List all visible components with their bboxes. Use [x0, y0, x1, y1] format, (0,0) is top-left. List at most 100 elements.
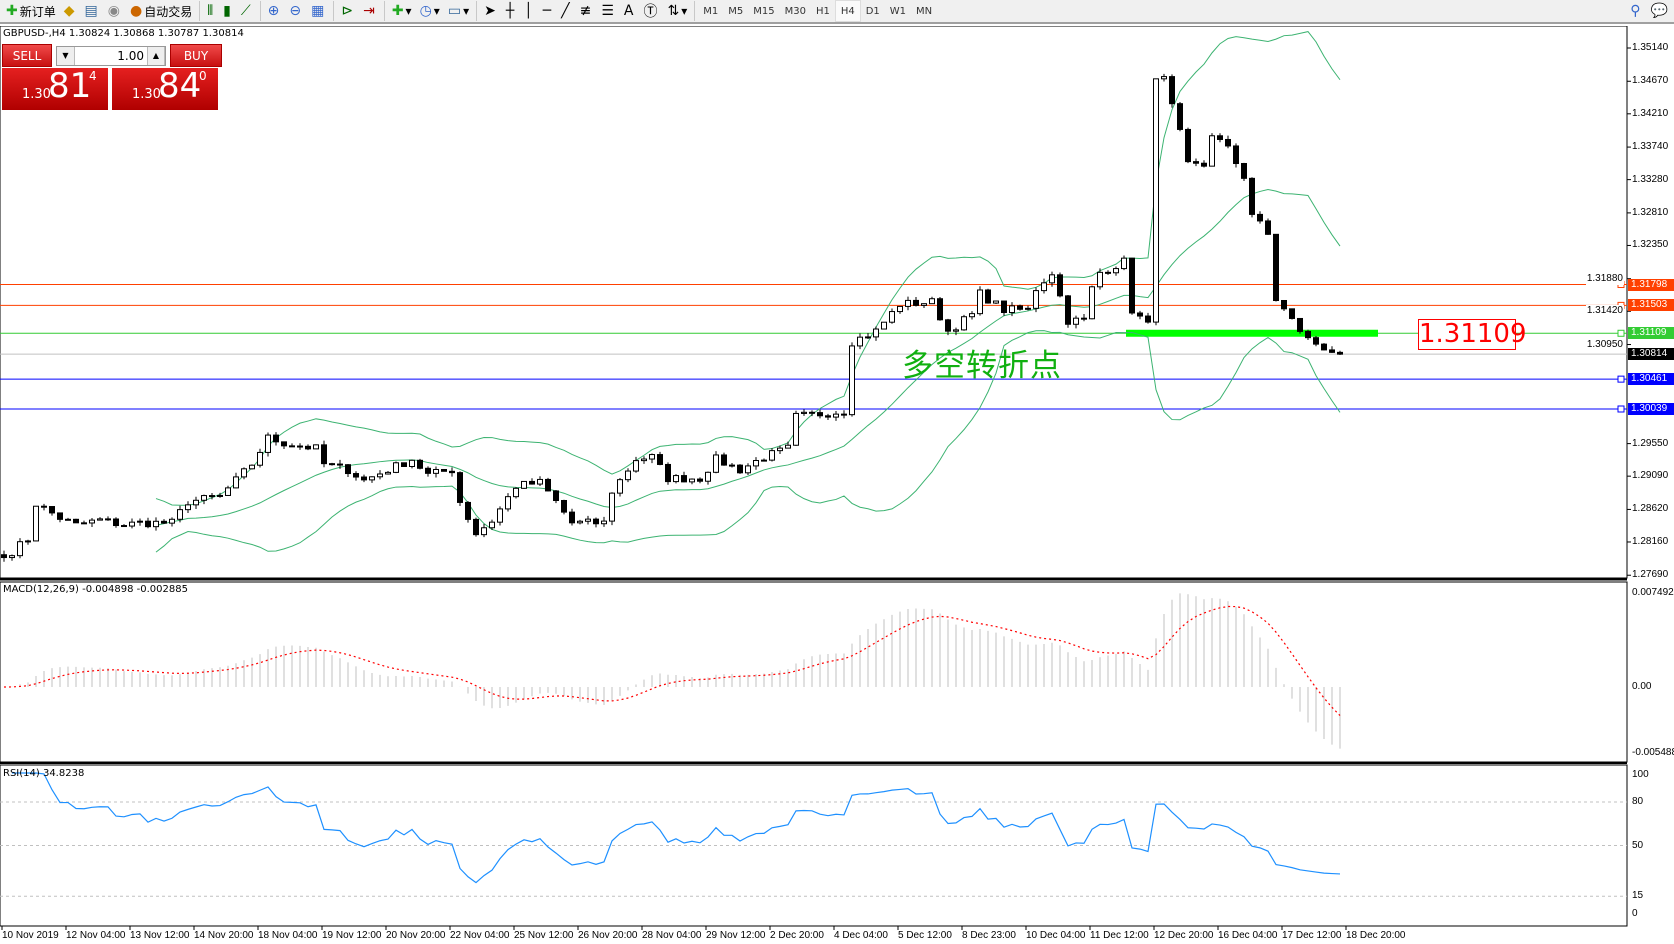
- sell-price[interactable]: 1.30 81 4: [2, 66, 108, 110]
- line-chart-button[interactable]: ⟋: [237, 0, 257, 22]
- new-order-button[interactable]: ✚ 新订单: [2, 0, 60, 22]
- search-button[interactable]: ⚲: [1626, 0, 1646, 22]
- price-axis-label: 1.34670: [1632, 75, 1669, 87]
- bull-candle: [905, 299, 911, 307]
- buy-button[interactable]: BUY: [170, 44, 222, 67]
- price-axis-label: 1.31880: [1585, 272, 1624, 285]
- bull-candle: [537, 478, 543, 485]
- chat-icon: 💬: [1650, 3, 1668, 19]
- timeframe-d1[interactable]: D1: [865, 5, 880, 17]
- fibo-fan-button[interactable]: ☰: [597, 0, 620, 22]
- timeframe-m15[interactable]: M15: [753, 5, 775, 17]
- separator: [383, 1, 385, 21]
- bull-candle: [857, 336, 863, 347]
- time-axis-label: 10 Nov 2019: [2, 930, 59, 941]
- bear-candle: [1337, 351, 1343, 355]
- timeframe-m5[interactable]: M5: [728, 5, 744, 17]
- text-label-icon: Ⓣ: [643, 4, 658, 20]
- crosshair-button[interactable]: ┼: [502, 0, 520, 22]
- bar-chart-button[interactable]: ⫴: [203, 0, 219, 22]
- bear-candle: [1065, 295, 1071, 325]
- bull-candle: [769, 450, 775, 461]
- bear-candle: [1, 554, 7, 559]
- bull-candle: [1113, 268, 1119, 274]
- rsi-axis-label: 0: [1632, 908, 1638, 919]
- fibonacci-button[interactable]: ≢: [576, 0, 598, 22]
- chart-window[interactable]: [0, 26, 1674, 944]
- tile-windows-button[interactable]: ▦: [307, 0, 330, 22]
- bear-candle: [1241, 163, 1247, 179]
- text-label-button[interactable]: Ⓣ: [639, 0, 663, 22]
- bear-candle: [817, 412, 823, 417]
- bear-candle: [417, 459, 423, 469]
- timeframe-w1[interactable]: W1: [889, 5, 907, 17]
- time-axis-label: 22 Nov 04:00: [450, 930, 510, 941]
- trendline-icon: ╱: [561, 3, 570, 19]
- bull-candle: [177, 509, 183, 520]
- zoom-out-button[interactable]: ⊖: [285, 0, 307, 22]
- rsi-axis-label: 80: [1632, 796, 1644, 807]
- bull-candle: [265, 434, 271, 453]
- bear-candle: [353, 473, 359, 478]
- timeframe-bar: M1 M5 M15 M30 H1 H4 D1 W1 MN: [698, 0, 937, 22]
- indicators-button[interactable]: ✚ ▾: [391, 3, 412, 19]
- market-watch-button[interactable]: ◆: [60, 0, 81, 22]
- sell-button[interactable]: SELL: [2, 44, 52, 67]
- timeframe-h1[interactable]: H1: [815, 5, 830, 17]
- timeframe-m30[interactable]: M30: [784, 5, 806, 17]
- bull-candle: [689, 478, 695, 483]
- trendline-button[interactable]: ╱: [557, 0, 575, 22]
- candlestick-button[interactable]: ▮: [219, 0, 237, 22]
- autoscroll-button[interactable]: ⊳: [337, 0, 359, 22]
- bull-candle: [201, 495, 207, 501]
- timeframe-mn[interactable]: MN: [916, 5, 933, 17]
- lot-size-input[interactable]: [75, 47, 147, 65]
- zoom-in-button[interactable]: ⊕: [264, 0, 286, 22]
- periods-button[interactable]: ◷ ▾: [419, 3, 440, 19]
- chart-shift-button[interactable]: ⇥: [359, 0, 381, 22]
- candlestick-icon: ▮: [223, 3, 231, 19]
- signals-button[interactable]: ◉: [104, 0, 126, 22]
- bull-candle: [433, 468, 439, 474]
- bear-candle: [545, 478, 551, 492]
- price-level-tag: 1.31109: [1628, 327, 1674, 340]
- symbol-info: GBPUSD-,H4 1.30824 1.30868 1.30787 1.308…: [3, 28, 244, 39]
- price-label-box[interactable]: 1.31109: [1418, 319, 1527, 350]
- bear-candle: [1201, 162, 1207, 167]
- horizontal-line-button[interactable]: ─: [539, 0, 557, 22]
- timeframe-h4[interactable]: H4: [834, 0, 861, 22]
- bull-candle: [1153, 78, 1159, 323]
- time-axis-label: 18 Dec 20:00: [1346, 930, 1406, 941]
- buy-price[interactable]: 1.30 84 0: [112, 66, 218, 110]
- bear-candle: [1297, 317, 1303, 332]
- chat-button[interactable]: 💬: [1647, 0, 1674, 22]
- bear-candle: [913, 299, 919, 306]
- vertical-line-button[interactable]: │: [520, 0, 538, 22]
- bear-candle: [1249, 177, 1255, 215]
- text-button[interactable]: A: [620, 0, 640, 22]
- price-level-tag: 1.31503: [1628, 299, 1674, 312]
- bull-candle: [129, 521, 135, 527]
- decrease-lot-button[interactable]: ▼: [57, 47, 75, 65]
- sell-price-fraction: 4: [89, 69, 97, 83]
- increase-lot-button[interactable]: ▲: [147, 47, 165, 65]
- auto-trading-button[interactable]: ● 自动交易: [126, 0, 196, 22]
- bear-candle: [305, 445, 311, 450]
- arrows-icon: ⇅: [667, 3, 680, 19]
- time-axis-label: 28 Nov 04:00: [642, 930, 702, 941]
- toolbar: ✚ 新订单 ◆ ▤ ◉ ● 自动交易 ⫴ ▮ ⟋ ⊕ ⊖ ▦ ⊳ ⇥ ✚ ▾ ◷ ▾ ▭…: [0, 0, 1674, 24]
- bull-candle: [185, 504, 191, 511]
- bear-candle: [561, 499, 567, 513]
- bull-candle: [881, 321, 887, 330]
- templates-button[interactable]: ▭ ▾: [447, 3, 470, 19]
- arrows-button[interactable]: ⇅ ▾: [667, 3, 688, 19]
- bear-candle: [81, 522, 87, 525]
- navigator-button[interactable]: ▤: [81, 0, 104, 22]
- annotation-text[interactable]: 多空转折点: [902, 348, 1062, 384]
- time-axis-label: 19 Nov 12:00: [322, 930, 382, 941]
- timeframe-m1[interactable]: M1: [703, 5, 719, 17]
- macd-axis-label: 0.007492: [1632, 587, 1674, 598]
- cursor-button[interactable]: ➤: [480, 0, 502, 22]
- chart-canvas[interactable]: [0, 26, 1674, 944]
- bollinger-middle-band: [155, 188, 1341, 526]
